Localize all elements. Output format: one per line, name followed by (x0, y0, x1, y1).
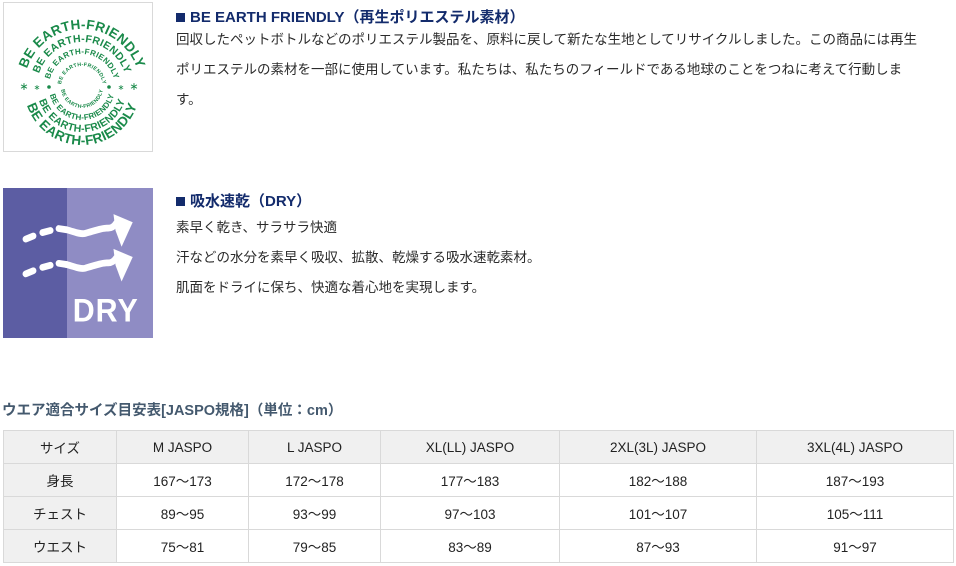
svg-text:BE EARTH-FRIENDLY: BE EARTH-FRIENDLY (57, 62, 107, 85)
svg-text:∗: ∗ (19, 81, 28, 93)
svg-text:BE EARTH-FRIENDLY: BE EARTH-FRIENDLY (59, 89, 105, 110)
svg-text:∗: ∗ (34, 83, 41, 92)
svg-text:∗: ∗ (129, 81, 138, 93)
svg-text:DRY: DRY (73, 292, 139, 329)
svg-text:∗: ∗ (118, 83, 125, 92)
